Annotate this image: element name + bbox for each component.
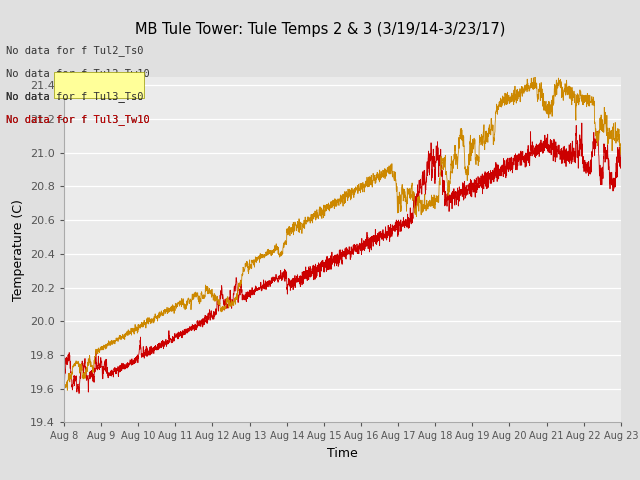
- Tul3_Ts-8: [157, 313, 164, 319]
- X-axis label: Time: Time: [327, 447, 358, 460]
- Tul2_Ts-8: [617, 145, 625, 151]
- Tul2_Ts-8: [578, 120, 586, 126]
- Line: Tul3_Ts-8: Tul3_Ts-8: [64, 77, 621, 390]
- Tul3_Ts-8: [298, 230, 306, 236]
- Text: No data for f Tul3_Ts0: No data for f Tul3_Ts0: [6, 91, 144, 102]
- Tul3_Ts-8: [60, 377, 68, 383]
- Tul2_Ts-8: [75, 391, 83, 396]
- Tul2_Ts-8: [157, 342, 164, 348]
- Tul2_Ts-8: [124, 360, 132, 366]
- Text: No data for f Tul3_Tw10: No data for f Tul3_Tw10: [6, 114, 150, 125]
- Tul2_Ts-8: [274, 278, 282, 284]
- Text: No data for f Tul2_Tw10: No data for f Tul2_Tw10: [6, 68, 150, 79]
- Text: No data for f Tul3_Tw10: No data for f Tul3_Tw10: [6, 114, 150, 125]
- Tul3_Ts-8: [274, 247, 282, 252]
- Text: No data for f Tul2_Ts0: No data for f Tul2_Ts0: [6, 45, 144, 56]
- Tul3_Ts-8: [547, 105, 554, 110]
- Tul3_Ts-8: [617, 152, 625, 157]
- Tul2_Ts-8: [606, 169, 614, 175]
- Tul3_Ts-8: [606, 135, 614, 141]
- Tul2_Ts-8: [546, 143, 554, 149]
- Line: Tul2_Ts-8: Tul2_Ts-8: [64, 123, 621, 394]
- Text: No data for f Tul3_Ts0: No data for f Tul3_Ts0: [6, 91, 144, 102]
- Tul2_Ts-8: [60, 375, 68, 381]
- Tul3_Ts-8: [124, 329, 132, 335]
- Tul3_Ts-8: [63, 387, 71, 393]
- Y-axis label: Temperature (C): Temperature (C): [12, 199, 24, 300]
- Tul3_Ts-8: [531, 74, 539, 80]
- Text: MB Tule Tower: Tule Temps 2 & 3 (3/19/14-3/23/17): MB Tule Tower: Tule Temps 2 & 3 (3/19/14…: [135, 22, 505, 36]
- Tul2_Ts-8: [298, 276, 306, 281]
- Legend: Tul2_Ts-8, Tul3_Ts-8: Tul2_Ts-8, Tul3_Ts-8: [234, 477, 451, 480]
